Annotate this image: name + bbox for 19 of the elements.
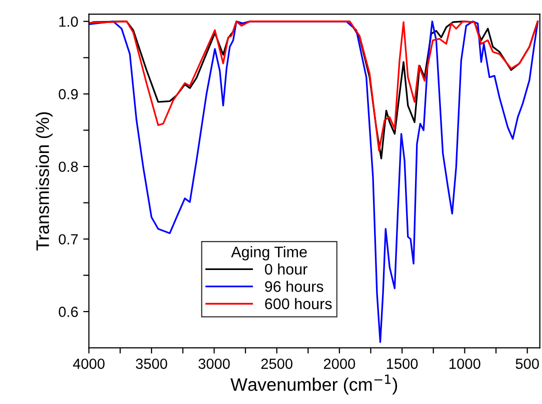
legend-label: 0 hour — [264, 263, 308, 275]
y-tick-label: 1.0 — [59, 16, 78, 27]
y-tick-label: 0.8 — [58, 162, 78, 172]
x-axis-title: Wavenumber (cm$^{−1}$) — [230, 374, 398, 394]
legend-label: 600 hours — [265, 298, 332, 310]
x-tick-label: 3000 — [198, 358, 230, 369]
x-tick-label: 1500 — [386, 358, 418, 369]
x-tick-label: 2000 — [324, 358, 356, 369]
legend-title: Aging Time — [231, 246, 307, 260]
y-tick-label: 0.9 — [58, 89, 78, 100]
x-tick-label: 1000 — [450, 358, 480, 369]
y-tick-label: 0.7 — [58, 234, 78, 244]
x-tick-label: 500 — [516, 358, 539, 369]
x-tick-label: 2500 — [261, 358, 292, 369]
y-axis-title: Transmission (%) — [36, 112, 53, 250]
legend-label: 96 hours — [265, 280, 324, 292]
y-tick-label: 0.6 — [58, 306, 78, 317]
x-tick-label: 3500 — [136, 358, 168, 369]
x-tick-label: 4000 — [73, 358, 105, 369]
